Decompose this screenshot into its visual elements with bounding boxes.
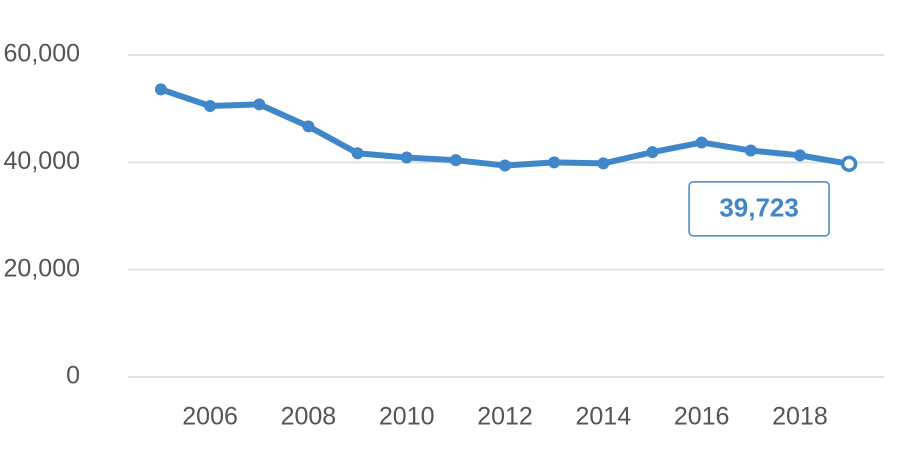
x-tick-label: 2012 [477, 403, 533, 431]
point [793, 149, 806, 162]
point [548, 156, 561, 169]
y-tick-label: 20,000 [4, 254, 80, 282]
point [449, 154, 462, 167]
point [400, 151, 413, 164]
x-tick-label: 2014 [576, 403, 632, 431]
x-tick-label: 2010 [379, 403, 435, 431]
x-tick-label: 2016 [674, 403, 730, 431]
point [351, 147, 364, 160]
value-label-box [688, 181, 830, 237]
point [695, 136, 708, 149]
x-tick-label: 2008 [281, 403, 337, 431]
point [840, 155, 858, 173]
point [154, 83, 167, 96]
point [744, 144, 757, 157]
point [499, 159, 512, 172]
x-tick-label: 2018 [772, 403, 828, 431]
point [253, 98, 266, 111]
point [597, 157, 610, 170]
y-tick-label: 40,000 [4, 147, 80, 175]
point [646, 146, 659, 159]
y-tick-label: 60,000 [4, 40, 80, 68]
point [204, 99, 217, 112]
value-label: 39,723 [719, 193, 799, 223]
point [302, 120, 315, 133]
line [159, 86, 850, 169]
y-tick-label: 0 [66, 362, 80, 390]
x-tick-label: 2006 [182, 403, 238, 431]
